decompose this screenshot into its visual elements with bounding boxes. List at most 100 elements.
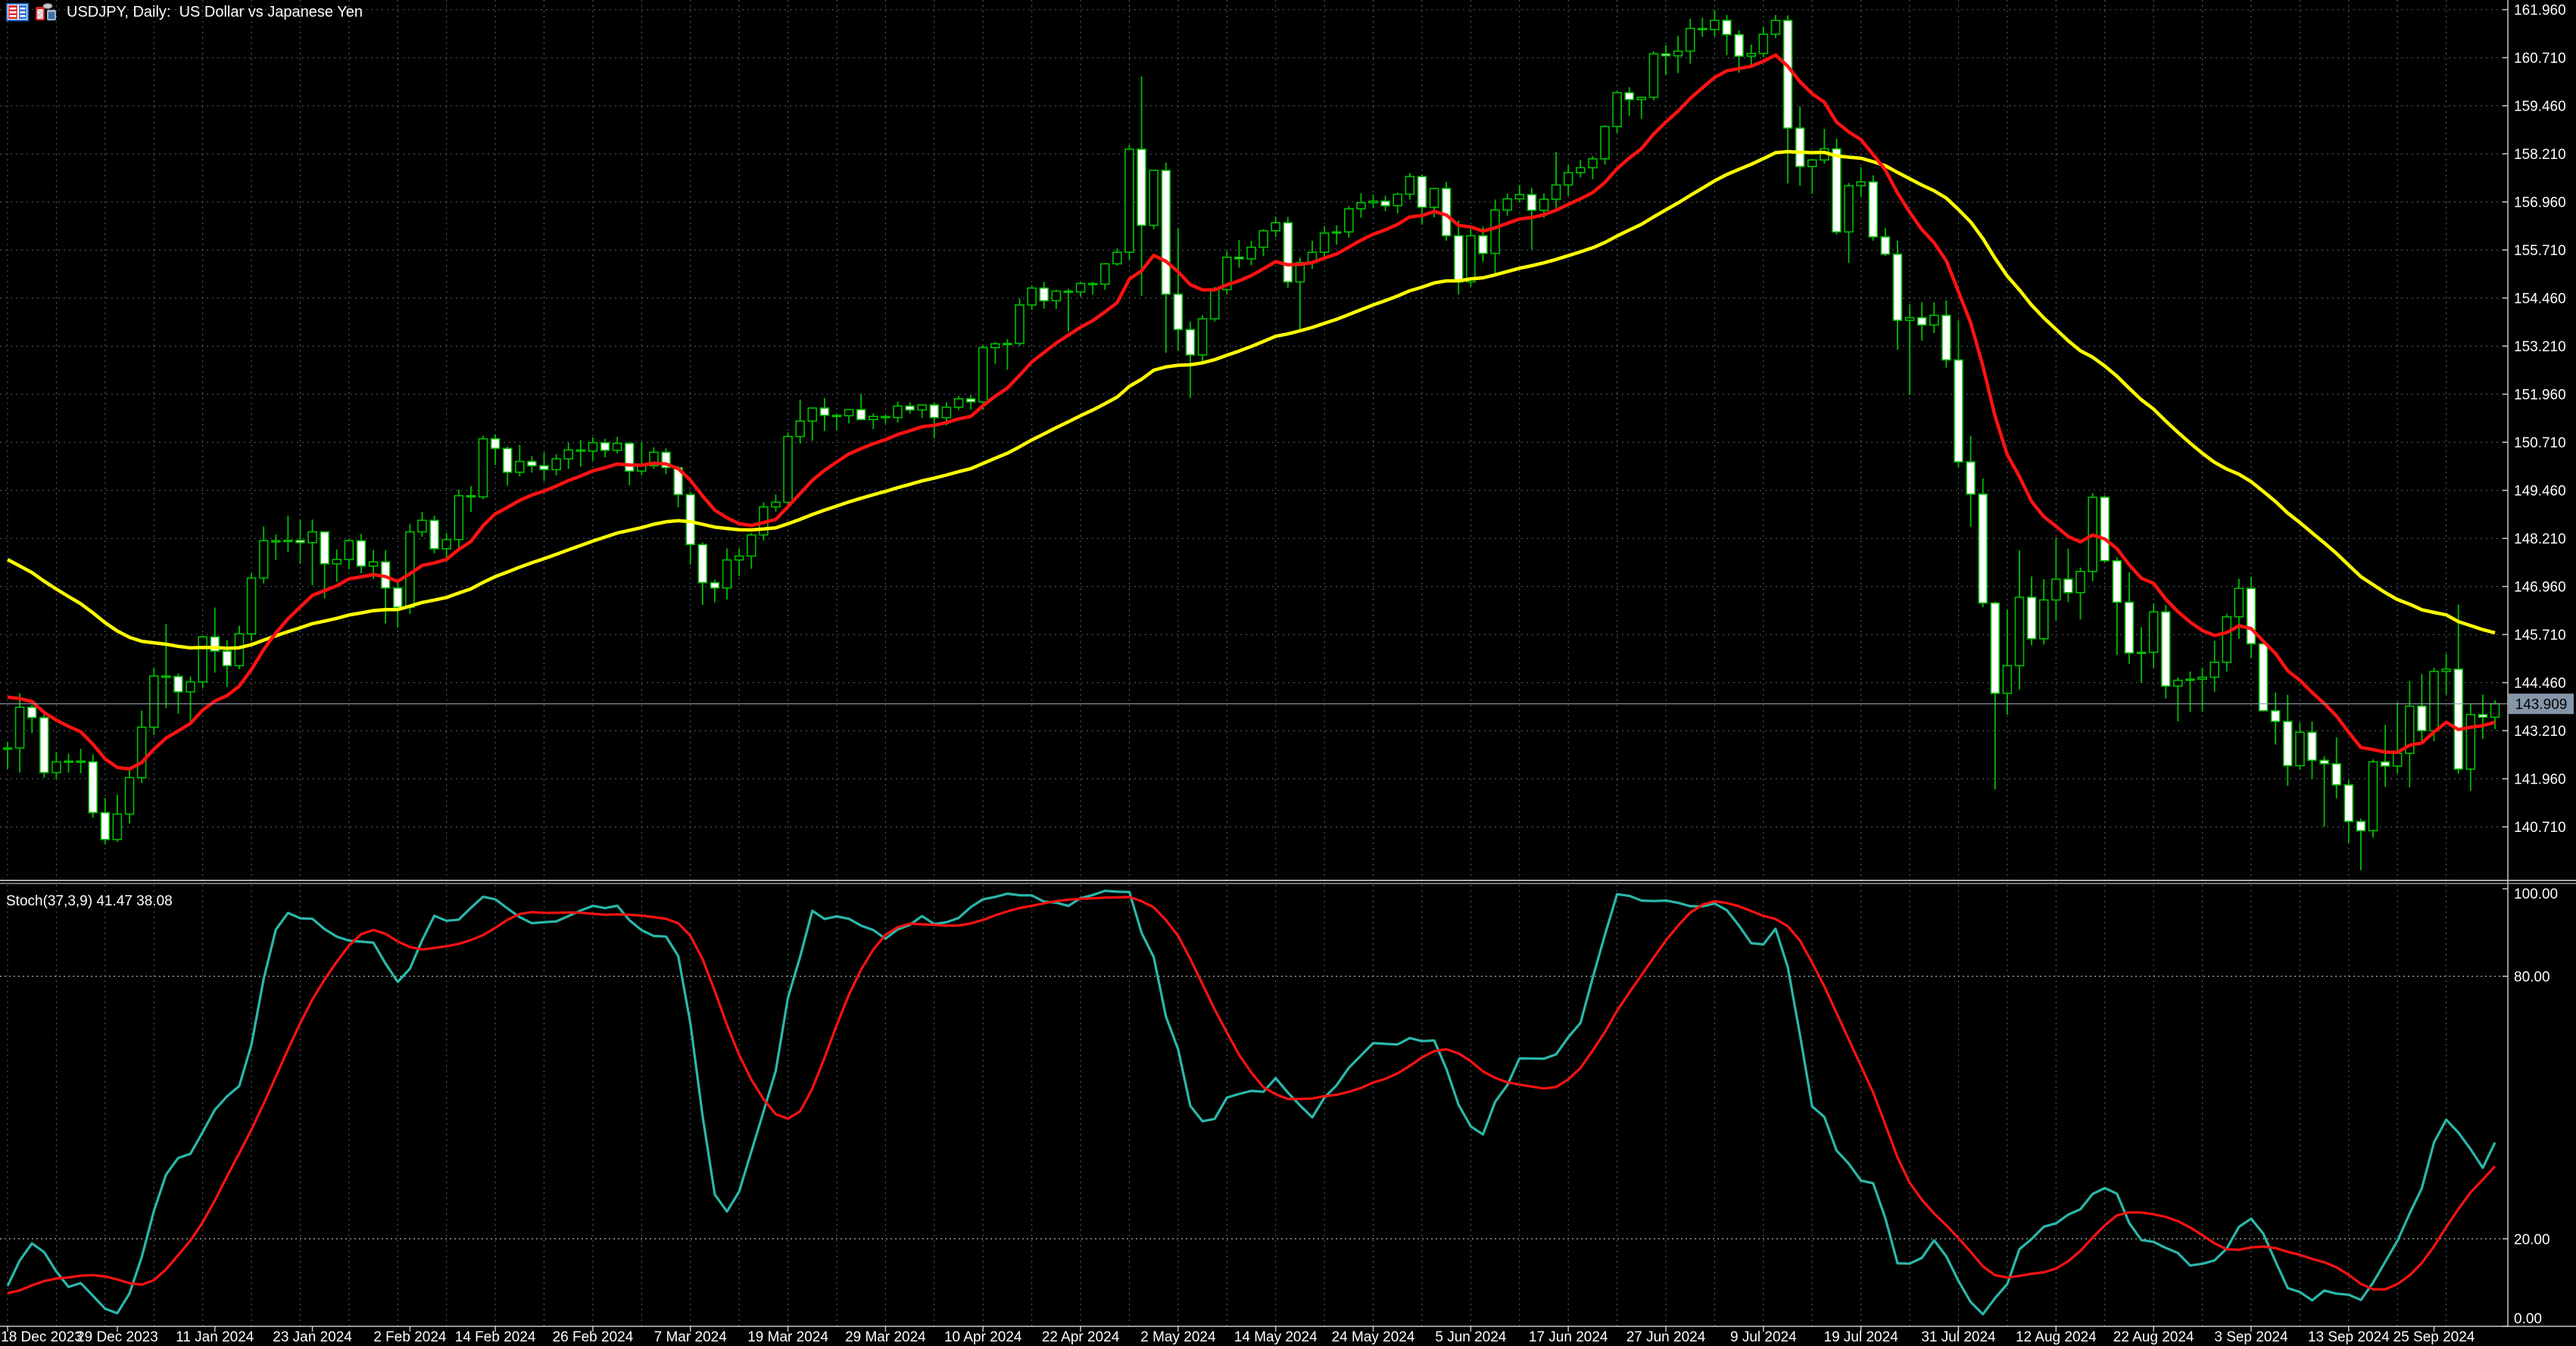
- candle: [795, 399, 805, 444]
- candle: [332, 549, 342, 582]
- candle: [2038, 579, 2049, 645]
- candle: [1820, 129, 1829, 164]
- candle: [746, 533, 756, 569]
- candle: [1636, 96, 1647, 119]
- candle: [258, 526, 269, 584]
- candle: [2368, 759, 2378, 838]
- candle: [1063, 288, 1074, 332]
- candle: [819, 397, 830, 432]
- candle: [1258, 229, 1268, 257]
- candle: [1514, 185, 1525, 203]
- indicator-window-icon[interactable]: [34, 2, 58, 22]
- candle: [1405, 173, 1415, 200]
- candle: [51, 752, 61, 780]
- candle: [100, 798, 111, 845]
- candle: [356, 534, 366, 574]
- candle: [1551, 151, 1561, 208]
- current-price-value: 143.909: [2515, 697, 2568, 713]
- candle: [2222, 613, 2232, 671]
- time-axis-label: 19 Mar 2024: [747, 1329, 828, 1345]
- price-axis-label: 148.210: [2514, 531, 2566, 547]
- candle: [2148, 603, 2159, 668]
- price-axis-label: 143.210: [2514, 724, 2566, 740]
- candle: [1453, 220, 1464, 295]
- candle: [965, 395, 976, 410]
- candle: [1588, 156, 1598, 179]
- candle: [161, 624, 171, 709]
- time-axis-label: 27 Jun 2024: [1626, 1329, 1706, 1345]
- candle: [441, 533, 452, 562]
- time-axis-label: 19 Jul 2024: [1824, 1329, 1899, 1345]
- candle: [198, 635, 207, 688]
- candle: [1710, 10, 1720, 37]
- time-axis-label: 2 May 2024: [1140, 1329, 1216, 1345]
- candle: [2075, 567, 2085, 620]
- candle: [990, 341, 1000, 364]
- time-axis-label: 10 Apr 2024: [944, 1329, 1022, 1345]
- candle: [2465, 704, 2476, 791]
- candle: [2453, 604, 2464, 774]
- candle: [844, 409, 854, 424]
- price-axis-label: 149.460: [2514, 484, 2566, 500]
- moving-average-lines: [6, 53, 2496, 771]
- candle: [1112, 248, 1122, 266]
- stoch-axis[interactable]: 100.00 80.00 20.00 0.00: [2503, 886, 2558, 1327]
- time-axis-label: 12 Aug 2024: [2016, 1329, 2097, 1345]
- candle: [953, 395, 964, 410]
- candle: [1331, 225, 1342, 245]
- candle: [1954, 320, 1963, 468]
- candle: [88, 754, 98, 818]
- candle: [1734, 30, 1744, 73]
- candle: [1722, 14, 1732, 55]
- time-axis-label: 9 Jul 2024: [1730, 1329, 1797, 1345]
- candle: [2307, 721, 2317, 779]
- panel-separator[interactable]: [0, 880, 2576, 884]
- candle: [307, 519, 317, 586]
- candle: [709, 579, 720, 603]
- candle: [1685, 18, 1695, 64]
- candle: [1197, 315, 1208, 364]
- candle: [1392, 192, 1403, 213]
- candle: [76, 749, 86, 774]
- candle: [392, 580, 403, 628]
- candle: [527, 456, 537, 473]
- candle: [1368, 195, 1378, 208]
- candle: [2258, 640, 2269, 712]
- candle: [1173, 228, 1184, 351]
- candle: [1746, 44, 1757, 65]
- candle: [124, 769, 135, 824]
- candle: [1770, 14, 1781, 39]
- candle: [2063, 548, 2073, 603]
- candle: [1466, 229, 1476, 287]
- candle: [563, 442, 574, 469]
- candle: [1807, 158, 1817, 195]
- candle: [1795, 106, 1805, 186]
- candle: [1490, 199, 1500, 274]
- candle: [1673, 36, 1683, 73]
- stoch-axis-label: 0.00: [2514, 1311, 2542, 1327]
- chart-titlebar: USDJPY, Daily: US Dollar vs Japanese Yen: [6, 2, 363, 22]
- time-axis-label: 14 May 2024: [1234, 1329, 1318, 1345]
- candle: [454, 489, 464, 549]
- time-axis-label: 13 Sep 2024: [2308, 1329, 2390, 1345]
- candle: [478, 435, 488, 500]
- time-axis-label: 23 Jan 2024: [273, 1329, 352, 1345]
- candle: [978, 344, 988, 410]
- price-axis[interactable]: 161.960 160.710 159.460 158.210 156.960 155.7…: [2503, 3, 2566, 837]
- time-axis-label: 29 Dec 2023: [76, 1329, 158, 1345]
- candle: [600, 438, 610, 458]
- candle: [2331, 737, 2341, 799]
- candle: [429, 516, 439, 554]
- candle: [1283, 217, 1293, 288]
- price-axis-label: 140.710: [2514, 820, 2566, 836]
- chart-window-icon[interactable]: [6, 3, 29, 21]
- candle: [783, 432, 793, 507]
- candle: [186, 676, 195, 723]
- time-axis-label: 7 Mar 2024: [654, 1329, 728, 1345]
- current-price-badge: 143.909: [2509, 693, 2574, 715]
- candle: [2356, 818, 2366, 871]
- candle: [1929, 302, 1939, 333]
